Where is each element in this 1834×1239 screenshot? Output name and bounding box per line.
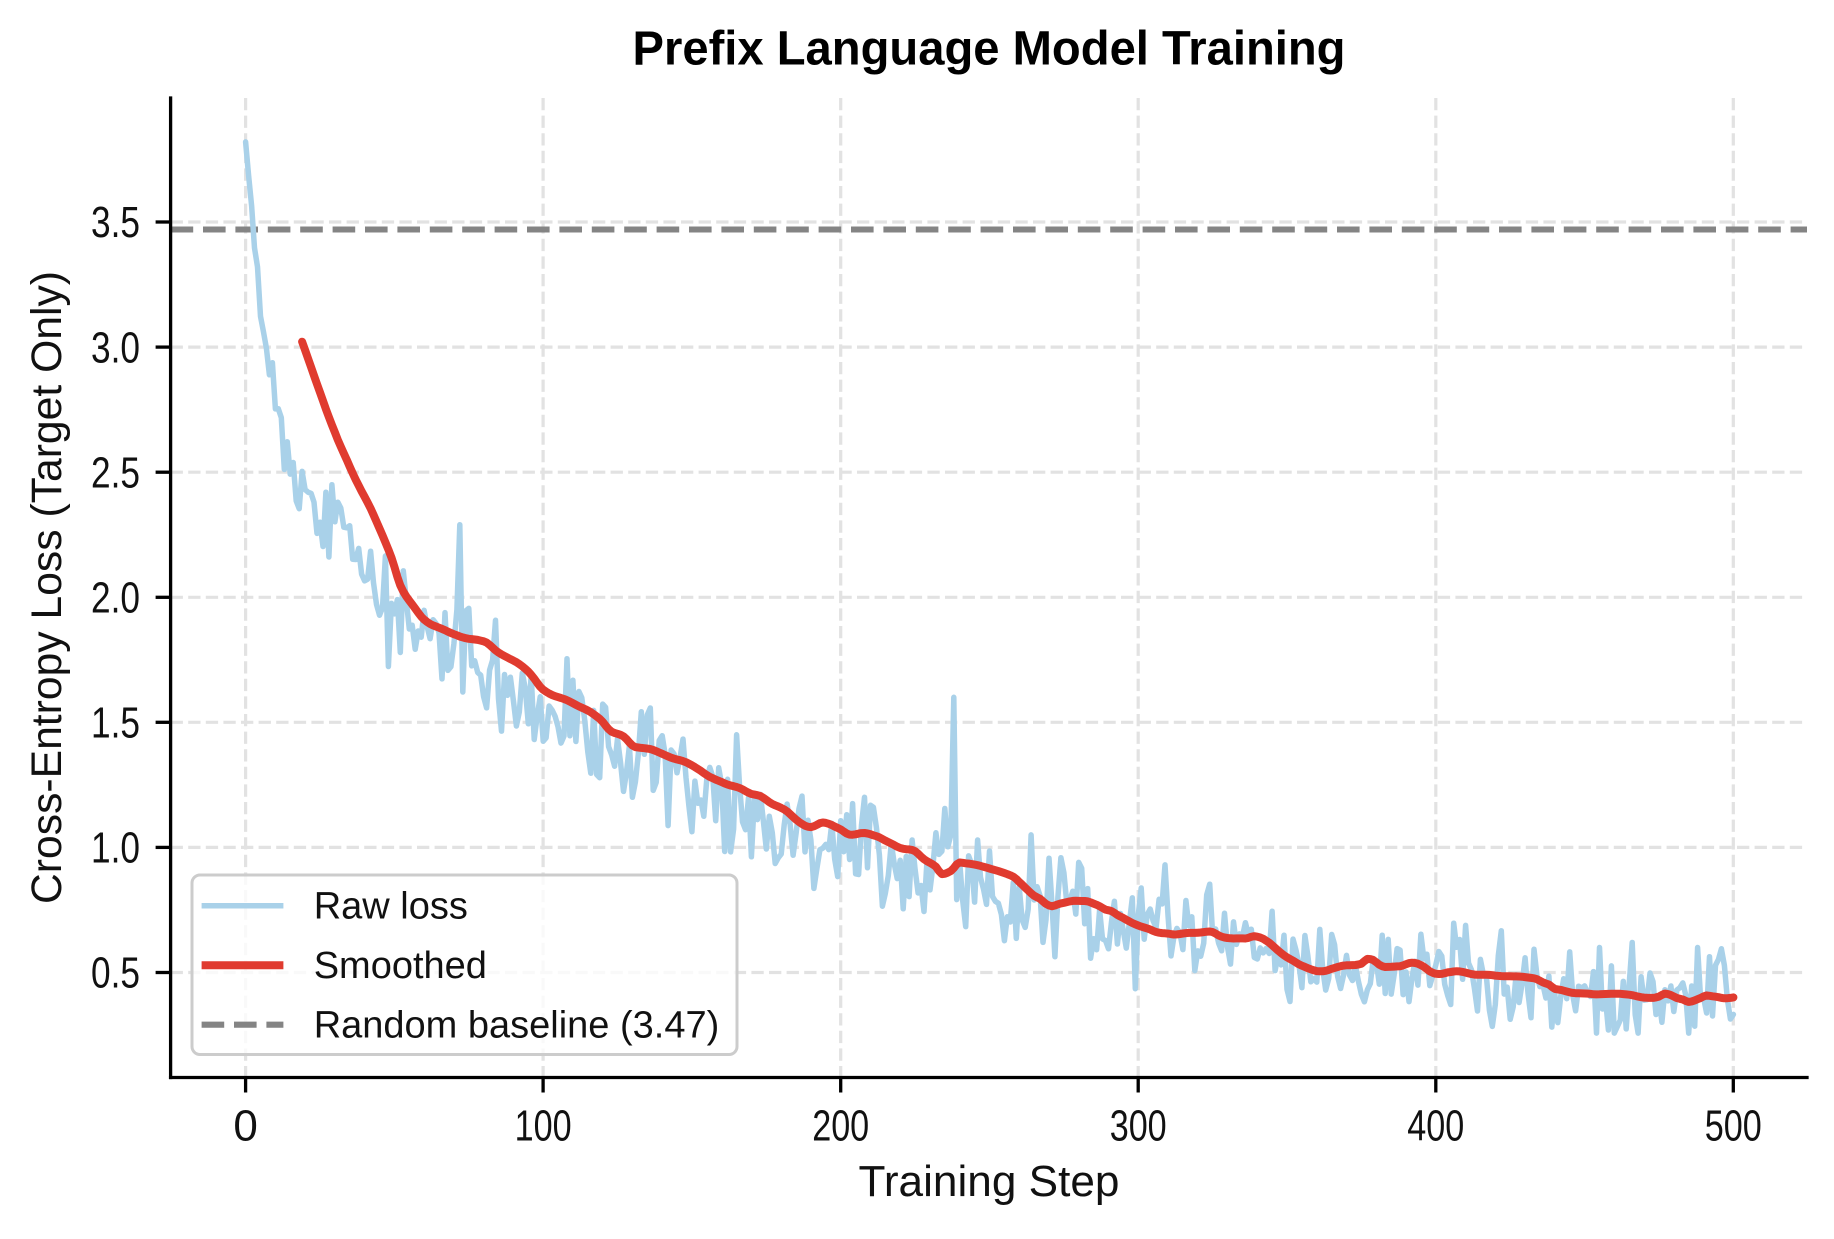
svg-text:0: 0 — [233, 1101, 257, 1150]
svg-text:3.5: 3.5 — [91, 198, 140, 247]
svg-text:300: 300 — [1110, 1101, 1167, 1150]
svg-text:1.0: 1.0 — [91, 824, 140, 873]
svg-text:Prefix Language Model Training: Prefix Language Model Training — [633, 23, 1346, 76]
svg-text:Training Step: Training Step — [859, 1157, 1120, 1206]
svg-text:0.5: 0.5 — [91, 949, 140, 998]
svg-text:200: 200 — [812, 1101, 869, 1150]
svg-text:3.0: 3.0 — [91, 323, 140, 372]
svg-text:500: 500 — [1705, 1101, 1762, 1150]
svg-text:Cross-Entropy Loss (Target Onl: Cross-Entropy Loss (Target Only) — [23, 271, 71, 904]
svg-text:Smoothed: Smoothed — [314, 945, 487, 987]
svg-text:2.0: 2.0 — [91, 574, 140, 623]
svg-text:1.5: 1.5 — [91, 699, 140, 748]
svg-text:Raw loss: Raw loss — [314, 886, 468, 928]
svg-text:2.5: 2.5 — [91, 448, 140, 497]
svg-text:Random baseline (3.47): Random baseline (3.47) — [314, 1005, 720, 1047]
svg-text:100: 100 — [515, 1101, 572, 1150]
svg-text:400: 400 — [1407, 1101, 1464, 1150]
